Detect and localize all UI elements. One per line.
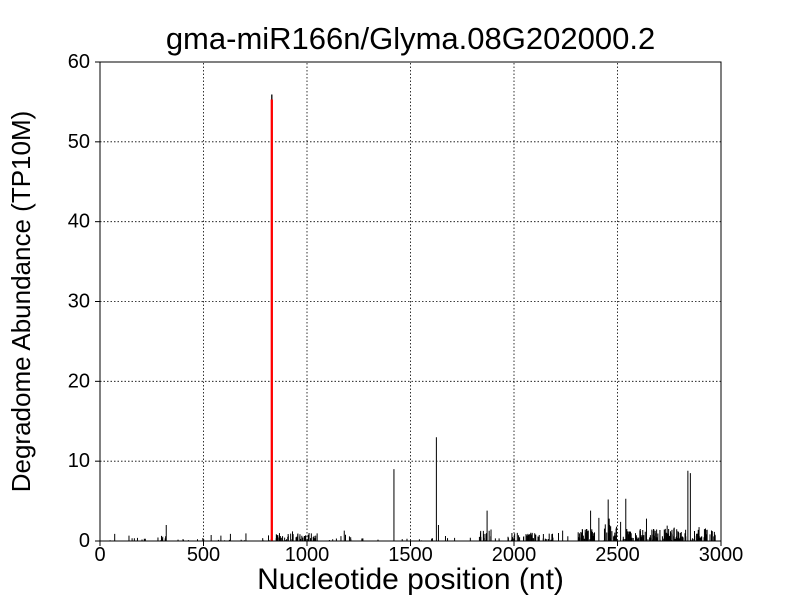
svg-text:Degradome Abundance (TP10M): Degradome Abundance (TP10M)	[6, 111, 36, 493]
svg-text:40: 40	[68, 211, 90, 233]
svg-text:60: 60	[68, 51, 90, 73]
svg-text:10: 10	[68, 450, 90, 472]
svg-text:50: 50	[68, 131, 90, 153]
svg-text:Nucleotide position (nt): Nucleotide position (nt)	[257, 563, 564, 596]
svg-text:0: 0	[94, 544, 105, 566]
svg-text:0: 0	[79, 530, 90, 552]
svg-text:gma-miR166n/Glyma.08G202000.2: gma-miR166n/Glyma.08G202000.2	[166, 21, 655, 56]
svg-text:3000: 3000	[699, 544, 744, 566]
svg-text:20: 20	[68, 370, 90, 392]
svg-text:2500: 2500	[595, 544, 640, 566]
svg-text:30: 30	[68, 291, 90, 313]
svg-text:500: 500	[187, 544, 220, 566]
